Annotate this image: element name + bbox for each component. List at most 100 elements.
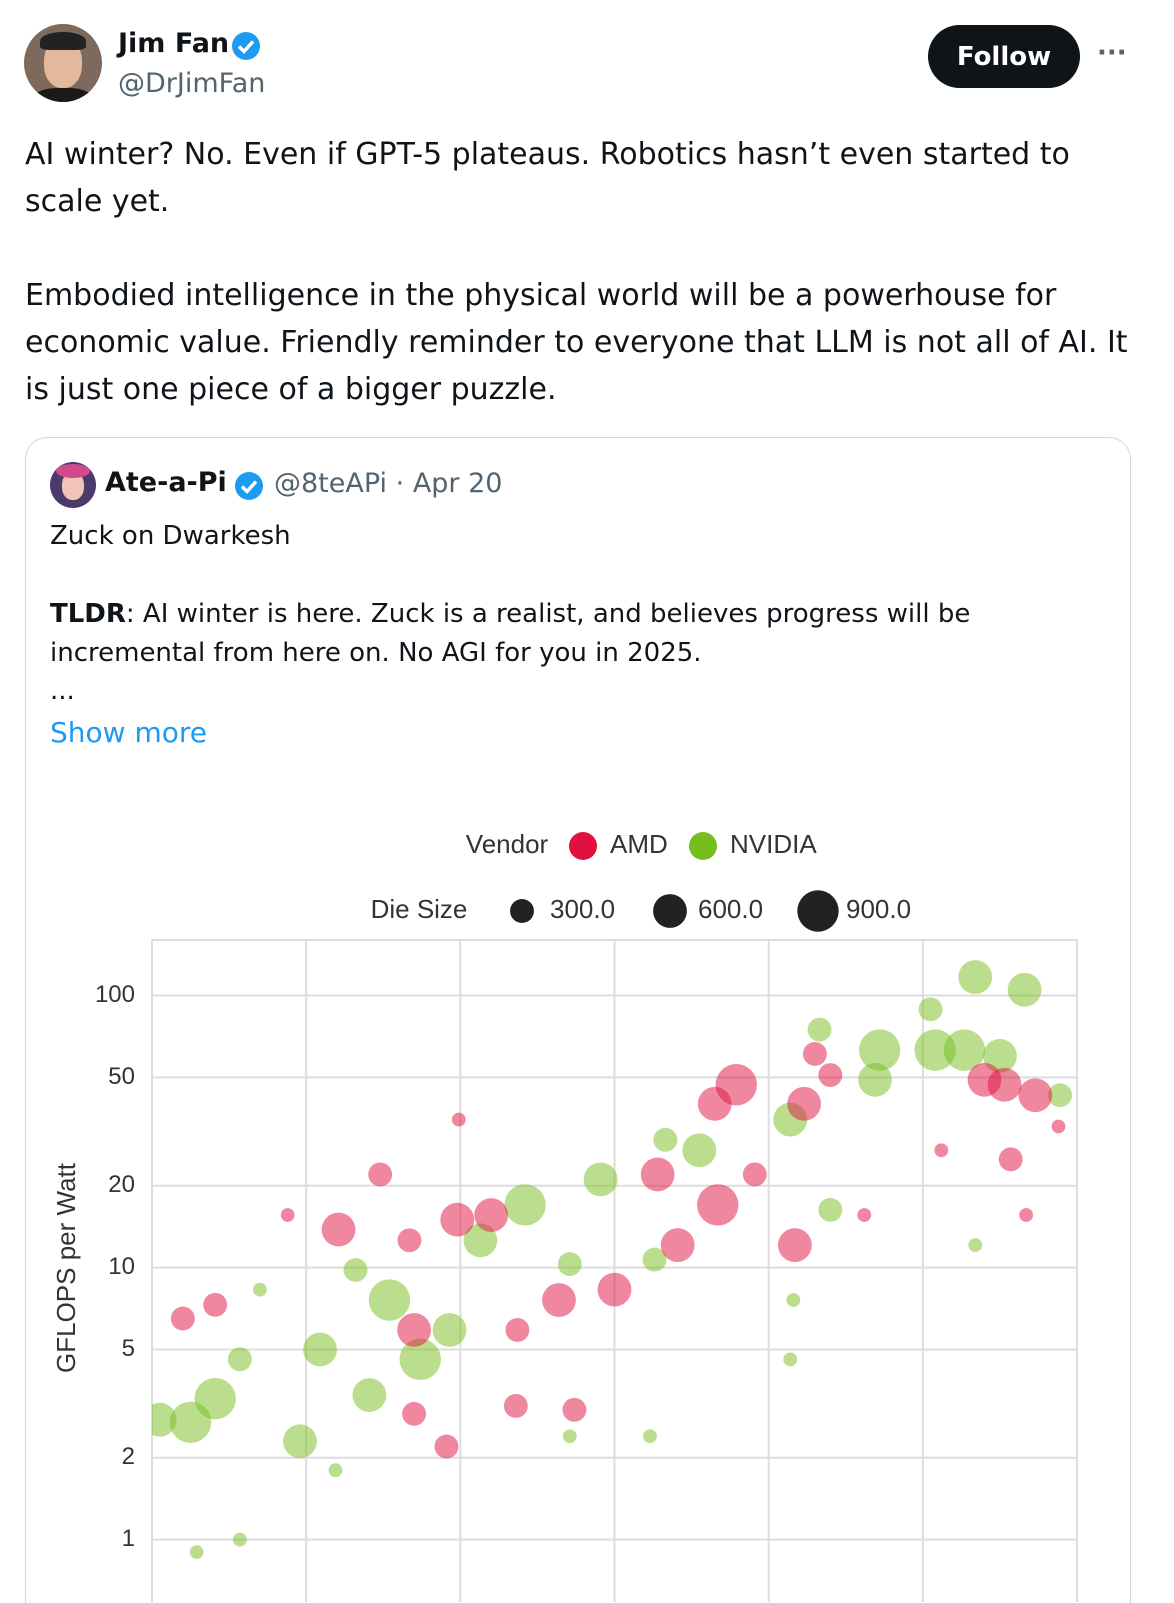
bubble: [934, 1143, 949, 1158]
quoted-line: Zuck on Dwarkesh: [50, 521, 291, 551]
bubble: [943, 1029, 986, 1071]
bubble: [503, 1394, 528, 1418]
more-button[interactable]: ···: [1097, 38, 1127, 68]
quoted-meta: @8teAPi · Apr 20: [274, 468, 502, 499]
quoted-date[interactable]: Apr 20: [412, 468, 503, 499]
y-tick-label: 10: [108, 1253, 135, 1280]
quoted-author-name[interactable]: Ate-a-Pi: [105, 467, 227, 498]
bubble: [777, 1228, 812, 1262]
bubble: [918, 997, 943, 1022]
bubble: [194, 1377, 236, 1420]
bubble: [653, 1127, 678, 1152]
bubble: [858, 1029, 901, 1071]
bubble: [697, 1184, 739, 1226]
y-tick-label: 50: [108, 1063, 135, 1090]
follow-button[interactable]: Follow: [928, 25, 1080, 88]
size-legend-dot: [653, 894, 687, 928]
bubble: [397, 1313, 431, 1347]
paragraph: Embodied intelligence in the physical wo…: [25, 278, 1128, 407]
bubble: [505, 1317, 530, 1342]
tldr-label: TLDR: [50, 599, 126, 629]
bubble: [818, 1063, 843, 1088]
quoted-tldr: TLDR: AI winter is here. Zuck is a reali…: [50, 595, 1010, 673]
bubble: [1048, 1083, 1072, 1108]
author-handle[interactable]: @DrJimFan: [118, 68, 266, 99]
bubble: [597, 1272, 632, 1307]
bubble: [562, 1397, 587, 1422]
bubble: [232, 1532, 247, 1547]
bubble: [660, 1228, 695, 1262]
bubble: [715, 1064, 757, 1106]
bubble: [787, 1086, 822, 1121]
plot-area: [152, 960, 1072, 1560]
bubble: [1019, 1208, 1034, 1222]
bubble: [562, 1429, 577, 1444]
y-axis-label: GFLOPS per Watt: [51, 1162, 81, 1373]
bubble: [402, 1401, 427, 1426]
paragraph: AI winter? No. Even if GPT-5 plateaus. R…: [25, 137, 1070, 219]
bubble: [280, 1208, 295, 1222]
bubble: [352, 1378, 387, 1412]
bubble: [643, 1429, 657, 1444]
ellipsis: ...: [50, 676, 75, 706]
bubble: [170, 1306, 195, 1331]
bubble: [968, 1238, 983, 1252]
bubble: [742, 1162, 767, 1187]
bubble: [397, 1228, 422, 1253]
y-tick-label: 5: [122, 1335, 135, 1362]
size-legend-dot: [510, 899, 534, 923]
bubble: [958, 960, 993, 994]
bubble: [783, 1352, 798, 1367]
bubble: [1007, 972, 1042, 1007]
bubble: [642, 1247, 667, 1272]
bubble: [583, 1162, 618, 1197]
bubble: [807, 1017, 832, 1042]
tweet-text: AI winter? No. Even if GPT-5 plateaus. R…: [25, 131, 1140, 460]
legend-title: Die Size: [371, 894, 468, 924]
separator: ·: [395, 468, 405, 499]
bubble: [283, 1424, 317, 1459]
bubble: [987, 1067, 1022, 1102]
bubble: [328, 1463, 343, 1478]
show-more-link[interactable]: Show more: [50, 716, 207, 749]
quoted-handle[interactable]: @8teAPi: [274, 468, 388, 499]
verified-badge: [232, 32, 260, 60]
bubble: [640, 1157, 675, 1192]
bubble: [504, 1184, 546, 1226]
bubble: [682, 1133, 717, 1168]
y-tick-label: 1: [122, 1525, 135, 1552]
legend-label: NVIDIA: [730, 829, 817, 859]
legend-swatch: [689, 832, 717, 860]
bubble: [914, 1029, 956, 1071]
author-name[interactable]: Jim Fan: [118, 28, 230, 59]
bubble: [152, 1402, 177, 1437]
bubble: [802, 1041, 827, 1066]
bubble: [451, 1112, 466, 1127]
bubble: [321, 1212, 356, 1247]
bubble: [1051, 1119, 1066, 1134]
bubble: [998, 1147, 1023, 1172]
bubble: [440, 1202, 475, 1237]
y-tick-label: 100: [95, 981, 135, 1008]
size-legend-label: 600.0: [698, 894, 763, 924]
size-legend-label: 900.0: [846, 894, 911, 924]
quoted-avatar[interactable]: [50, 462, 96, 508]
bubble: [858, 1062, 892, 1097]
bubble: [227, 1347, 252, 1372]
legend-swatch: [569, 832, 597, 860]
avatar[interactable]: [24, 24, 102, 102]
bubble: [368, 1162, 393, 1187]
bubble: [818, 1197, 843, 1222]
bubble: [303, 1332, 337, 1367]
size-legend-label: 300.0: [550, 894, 615, 924]
bubble: [343, 1258, 368, 1282]
quoted-tweet-card[interactable]: [25, 437, 1131, 1603]
bubble: [432, 1313, 467, 1347]
legend-title: Vendor: [466, 829, 549, 859]
legend-label: AMD: [610, 829, 668, 859]
bubble: [983, 1038, 1017, 1073]
size-legend-dot: [797, 890, 839, 932]
bubble: [857, 1208, 872, 1222]
